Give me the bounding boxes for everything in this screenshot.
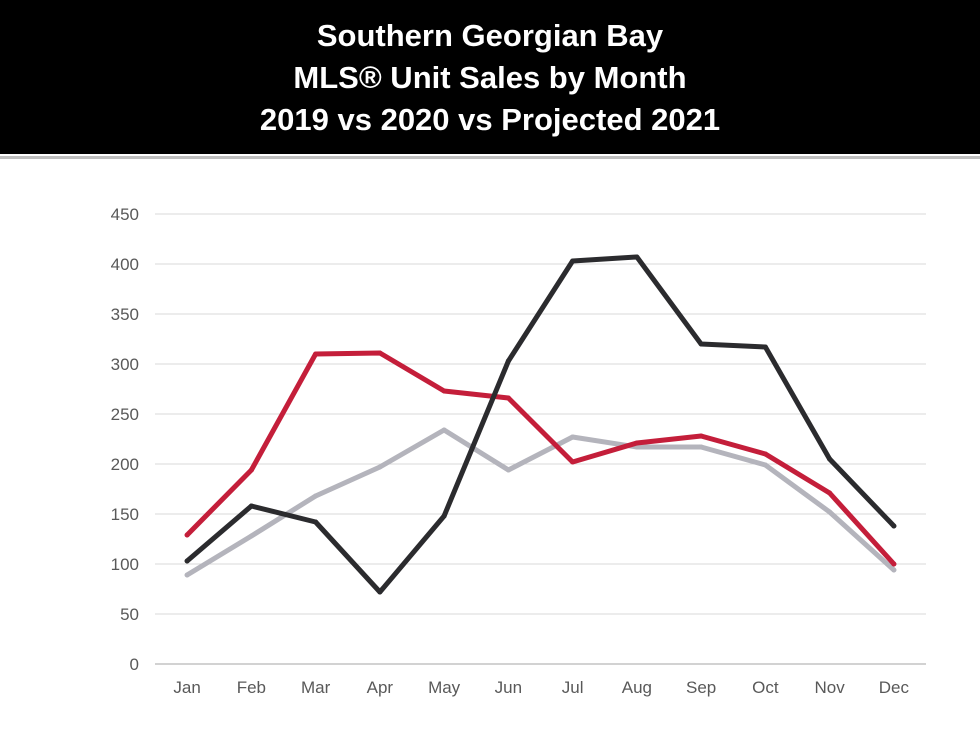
y-tick-label: 400 — [111, 255, 139, 274]
data-point — [827, 490, 833, 496]
data-point — [313, 493, 319, 499]
y-tick-label: 50 — [120, 605, 139, 624]
data-point — [698, 444, 704, 450]
x-tick-label: Feb — [237, 678, 266, 697]
chart-title-line-1: Southern Georgian Bay — [316, 18, 664, 53]
x-tick-label: Sep — [686, 678, 716, 697]
y-tick-label: 250 — [111, 405, 139, 424]
series-lines — [184, 254, 897, 595]
y-tick-label: 100 — [111, 555, 139, 574]
data-point — [762, 462, 768, 468]
data-point — [441, 427, 447, 433]
data-point — [184, 558, 190, 564]
data-point — [891, 561, 897, 567]
data-point — [762, 451, 768, 457]
data-point — [377, 589, 383, 595]
data-point — [505, 467, 511, 473]
y-tick-label: 0 — [130, 655, 139, 674]
title-bar: Southern Georgian Bay MLS® Unit Sales by… — [0, 0, 980, 154]
series-line-1 — [184, 427, 897, 578]
x-tick-label: Apr — [367, 678, 394, 697]
x-tick-label: Oct — [752, 678, 779, 697]
data-point — [248, 533, 254, 539]
data-point — [505, 358, 511, 364]
data-point — [441, 513, 447, 519]
data-point — [827, 509, 833, 515]
x-tick-label: Dec — [879, 678, 910, 697]
data-point — [505, 395, 511, 401]
y-tick-label: 150 — [111, 505, 139, 524]
x-tick-label: Jun — [495, 678, 522, 697]
x-tick-label: Aug — [622, 678, 652, 697]
data-point — [377, 350, 383, 356]
data-point — [248, 467, 254, 473]
series-line-2 — [184, 350, 897, 567]
y-tick-label: 450 — [111, 205, 139, 224]
data-point — [313, 519, 319, 525]
data-point — [570, 434, 576, 440]
data-point — [313, 351, 319, 357]
data-point — [441, 388, 447, 394]
data-point — [827, 456, 833, 462]
data-point — [570, 258, 576, 264]
data-point — [570, 459, 576, 465]
data-point — [891, 523, 897, 529]
data-point — [698, 433, 704, 439]
data-point — [184, 532, 190, 538]
y-axis: 0 50 100 150 200 250 300 350 400 450 — [111, 205, 139, 674]
data-point — [634, 440, 640, 446]
chart-title-line-2: MLS® Unit Sales by Month — [293, 60, 687, 95]
chart-title-line-3: 2019 vs 2020 vs Projected 2021 — [259, 102, 721, 137]
data-point — [248, 503, 254, 509]
x-tick-label: Mar — [301, 678, 331, 697]
data-point — [762, 344, 768, 350]
data-point — [891, 567, 897, 573]
y-tick-label: 200 — [111, 455, 139, 474]
y-tick-label: 350 — [111, 305, 139, 324]
data-point — [698, 341, 704, 347]
y-tick-label: 300 — [111, 355, 139, 374]
series-line-3 — [184, 254, 897, 595]
x-tick-label: Nov — [815, 678, 846, 697]
data-point — [184, 572, 190, 578]
title-divider — [0, 156, 980, 159]
x-tick-label: Jan — [173, 678, 200, 697]
data-point — [634, 254, 640, 260]
x-axis: Jan Feb Mar Apr May Jun Jul Aug Sep Oct Nov Dec — [173, 678, 909, 697]
x-tick-label: May — [428, 678, 461, 697]
data-point — [377, 464, 383, 470]
x-tick-label: Jul — [562, 678, 584, 697]
